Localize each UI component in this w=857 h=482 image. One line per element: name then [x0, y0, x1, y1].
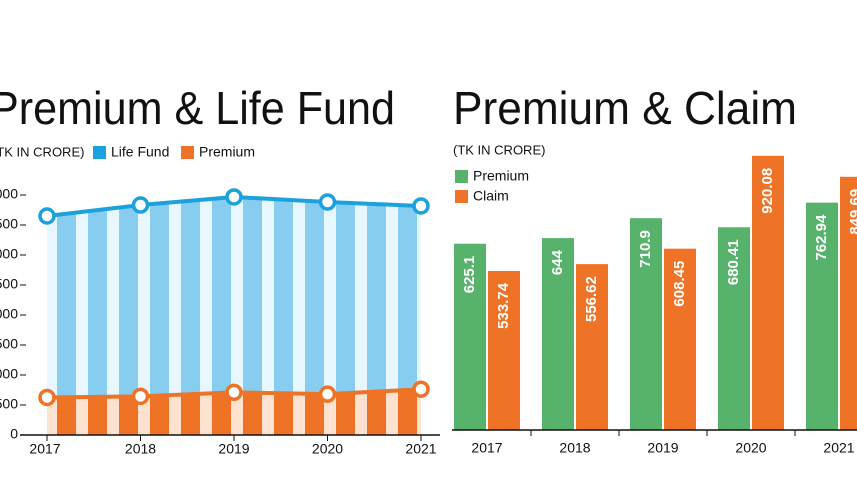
bar	[752, 155, 784, 430]
point	[225, 188, 243, 206]
chart-subtitle: (TK IN CRORE)	[0, 144, 84, 159]
bar	[718, 227, 750, 430]
point	[318, 385, 337, 403]
value-label: 849.69	[847, 189, 857, 235]
x-tick-label: 2018	[125, 441, 156, 457]
legend-label: Claim	[473, 188, 509, 204]
value-label: 710.9	[637, 230, 654, 268]
legend-label: Premium	[473, 168, 529, 184]
legend-label: Life Fund	[111, 144, 169, 160]
bar	[840, 176, 857, 430]
point	[318, 193, 337, 211]
bar	[576, 264, 608, 430]
value-label: 533.74	[495, 282, 512, 329]
chart-title: Premium & Claim	[453, 82, 797, 134]
legend-label: Premium	[199, 144, 255, 160]
x-tick-label: 2021	[405, 441, 436, 457]
x-tick-label: 2018	[559, 440, 590, 456]
point	[38, 207, 56, 225]
x-tick-label: 2019	[647, 440, 678, 456]
y-tick-label: 2500	[0, 276, 18, 292]
value-label: 680.41	[725, 239, 742, 285]
point	[225, 383, 243, 402]
legend-swatch	[181, 146, 194, 159]
legend-swatch	[93, 146, 106, 159]
y-tick-label: 1500	[0, 336, 18, 352]
point	[412, 380, 430, 398]
x-tick-label: 2020	[735, 440, 766, 456]
point	[412, 197, 430, 215]
value-label: 608.45	[671, 261, 688, 307]
bar	[664, 248, 696, 430]
y-tick-label: 500	[0, 396, 18, 412]
chart-title: Premium & Life Fund	[0, 82, 395, 134]
y-tick-label: 1000	[0, 366, 18, 382]
point	[131, 387, 150, 406]
value-label: 556.62	[583, 276, 600, 322]
x-tick-label: 2017	[29, 441, 60, 457]
y-tick-label: 0	[10, 426, 18, 442]
x-tick-label: 2021	[823, 440, 854, 456]
bar	[454, 243, 486, 430]
legend-swatch	[455, 170, 468, 183]
value-label: 762.94	[813, 214, 830, 261]
legend-swatch	[455, 190, 468, 203]
bar	[806, 202, 838, 430]
y-tick-label: 3500	[0, 216, 18, 232]
bar	[542, 238, 574, 430]
chart-subtitle: (TK IN CRORE)	[453, 142, 545, 157]
area	[47, 196, 421, 398]
x-tick-label: 2020	[312, 441, 343, 457]
x-tick-label: 2019	[218, 441, 249, 457]
point	[38, 388, 56, 407]
y-tick-label: 4000	[0, 186, 18, 202]
bar	[630, 218, 662, 430]
y-tick-label: 3000	[0, 246, 18, 262]
point	[131, 196, 150, 214]
x-tick-label: 2017	[471, 440, 502, 456]
value-label: 920.08	[759, 168, 776, 214]
value-label: 625.1	[461, 256, 478, 294]
bar	[488, 270, 520, 430]
y-tick-label: 2000	[0, 306, 18, 322]
value-label: 644	[549, 249, 566, 275]
